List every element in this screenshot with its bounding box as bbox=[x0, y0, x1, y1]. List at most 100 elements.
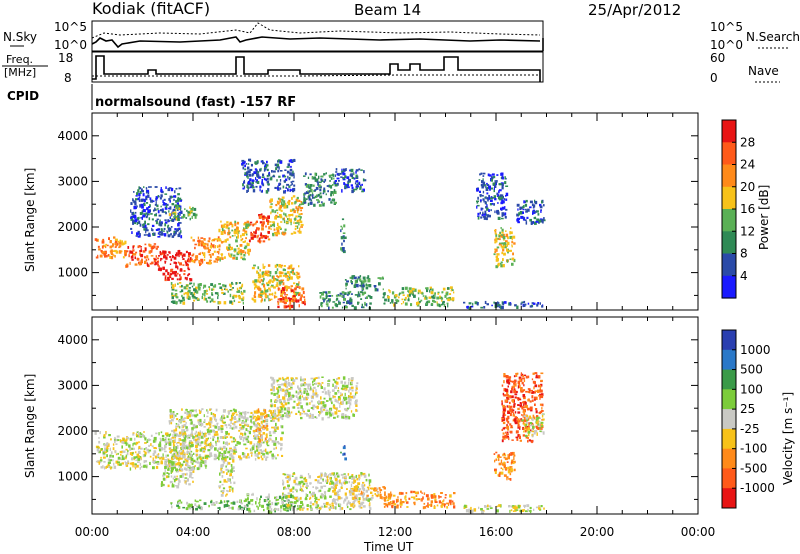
velocity-cell bbox=[189, 411, 192, 415]
power-cell bbox=[509, 235, 513, 239]
velocity-cell bbox=[256, 449, 259, 452]
power-cell bbox=[499, 231, 501, 234]
power-cell bbox=[223, 240, 225, 243]
velocity-cell bbox=[286, 473, 289, 476]
velocity-cell bbox=[335, 506, 337, 510]
power-cell bbox=[274, 264, 277, 268]
power-cell bbox=[504, 206, 506, 210]
power-cell bbox=[265, 164, 268, 169]
power-cell bbox=[286, 286, 290, 289]
velocity-cell bbox=[277, 418, 280, 422]
power-cell bbox=[498, 304, 501, 306]
power-cell bbox=[174, 215, 177, 217]
velocity-cell bbox=[125, 462, 127, 466]
velocity-cell bbox=[182, 447, 185, 451]
velocity-cell bbox=[239, 412, 243, 416]
power-cell bbox=[157, 195, 159, 198]
power-cell bbox=[165, 269, 168, 273]
power-cell bbox=[288, 178, 290, 181]
velocity-cell bbox=[349, 493, 352, 496]
velocity-cell bbox=[360, 472, 363, 475]
velocity-cell bbox=[328, 507, 332, 509]
power-cell bbox=[333, 189, 336, 193]
power-cell bbox=[223, 230, 226, 234]
power-cell bbox=[142, 193, 145, 197]
velocity-cell bbox=[204, 441, 207, 445]
velocity-cell bbox=[233, 440, 235, 443]
velocity-cell bbox=[286, 498, 290, 502]
velocity-cell bbox=[250, 452, 253, 454]
velocity-cell bbox=[213, 457, 217, 461]
power-cell bbox=[171, 284, 175, 288]
power-cell bbox=[193, 207, 197, 211]
velocity-cell bbox=[184, 435, 187, 437]
velocity-cell bbox=[98, 461, 100, 465]
power-cell bbox=[269, 299, 271, 301]
power-cell bbox=[315, 172, 318, 176]
velocity-cell bbox=[169, 449, 172, 452]
power-cell bbox=[154, 262, 158, 265]
velocity-cell bbox=[308, 475, 311, 479]
velocity-cell bbox=[121, 455, 124, 458]
power-cell bbox=[216, 259, 218, 263]
power-cell bbox=[310, 199, 313, 202]
power-cell bbox=[293, 209, 296, 214]
power-cell bbox=[251, 181, 254, 184]
power-cell bbox=[263, 216, 267, 219]
velocity-cell bbox=[199, 499, 202, 502]
power-cell bbox=[220, 288, 224, 291]
power-cell bbox=[496, 211, 500, 215]
velocity-cell bbox=[148, 449, 152, 452]
power-cell bbox=[500, 264, 503, 268]
velocity-cell bbox=[332, 395, 336, 398]
power-cell bbox=[502, 236, 506, 240]
velocity-cell bbox=[279, 415, 283, 419]
velocity-cell bbox=[168, 420, 172, 423]
power-cell bbox=[183, 253, 186, 257]
power-cell bbox=[480, 306, 483, 309]
freq-panel: Freq. [MHz] 18 8 60 0 Nave bbox=[2, 51, 780, 85]
power-cell bbox=[437, 297, 440, 300]
velocity-cell bbox=[190, 453, 193, 457]
velocity-cell bbox=[215, 440, 217, 444]
velocity-cell bbox=[247, 453, 250, 456]
power-cell bbox=[152, 245, 156, 249]
velocity-cell bbox=[200, 422, 204, 426]
velocity-cell bbox=[315, 487, 319, 489]
velocity-cell bbox=[336, 408, 338, 411]
velocity-cell bbox=[200, 435, 204, 439]
power-cell bbox=[407, 298, 410, 302]
power-cell bbox=[162, 250, 166, 254]
nsky-label: N.Sky bbox=[3, 30, 37, 44]
power-cell bbox=[510, 227, 512, 230]
power-cell bbox=[342, 177, 345, 180]
velocity-cell bbox=[261, 423, 263, 426]
power-cell bbox=[277, 305, 280, 309]
velocity-cell bbox=[232, 426, 235, 430]
power-cell bbox=[221, 241, 224, 243]
power-cell bbox=[280, 265, 283, 269]
power-cell bbox=[303, 197, 306, 201]
power-cell bbox=[172, 212, 176, 215]
power-cell bbox=[299, 203, 302, 206]
power-cell bbox=[297, 293, 301, 297]
power-cell bbox=[233, 254, 236, 257]
velocity-cell bbox=[209, 446, 211, 448]
power-cell bbox=[267, 231, 270, 234]
power-cell bbox=[260, 167, 262, 171]
power-cell bbox=[497, 303, 499, 307]
velocity-cell bbox=[161, 438, 165, 442]
velocity-cell bbox=[250, 416, 254, 420]
velocity-cell bbox=[351, 492, 355, 496]
power-cell bbox=[335, 171, 338, 173]
power-cell bbox=[294, 201, 296, 205]
velocity-cell bbox=[319, 413, 321, 416]
velocity-cell bbox=[263, 508, 265, 512]
power-cell bbox=[299, 216, 302, 219]
power-cell bbox=[200, 258, 204, 262]
power-cell bbox=[364, 303, 367, 306]
power-cell bbox=[333, 177, 335, 180]
power-cell bbox=[175, 254, 178, 257]
power-cell bbox=[286, 305, 290, 308]
